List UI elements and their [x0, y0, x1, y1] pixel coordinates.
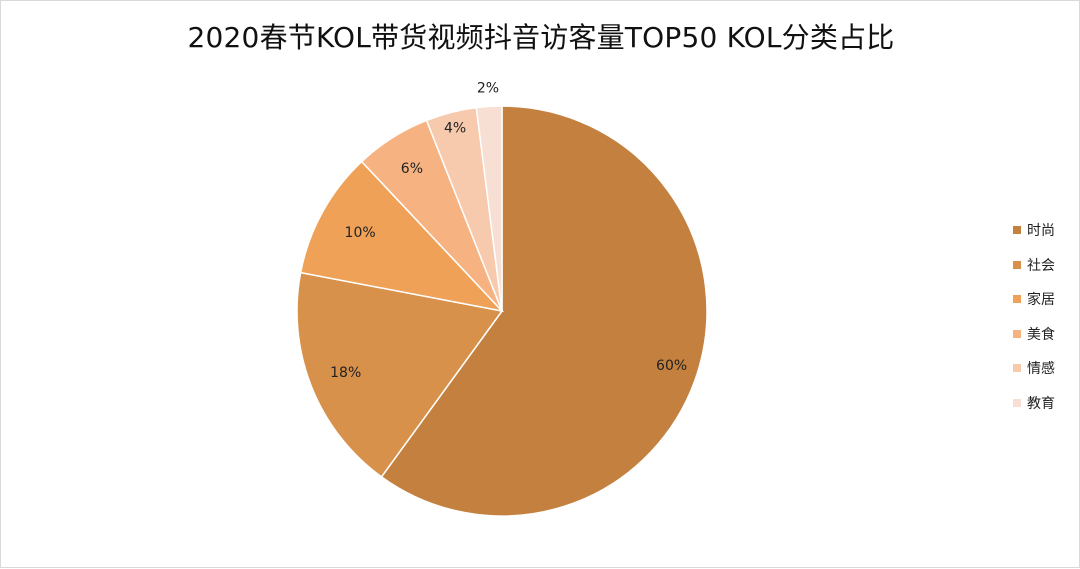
legend-item-jiaju: 家居	[1013, 282, 1079, 317]
legend-label: 情感	[1027, 361, 1055, 378]
legend-label: 教育	[1027, 395, 1055, 412]
legend-swatch	[1013, 260, 1021, 269]
pie-labels: 60% 18% 10% 6% 4% 2%	[330, 80, 687, 381]
legend-swatch	[1013, 364, 1021, 373]
slice-label: 6%	[401, 161, 423, 177]
slice-label: 18%	[330, 365, 361, 381]
legend-swatch	[1013, 329, 1021, 338]
legend-label: 家居	[1027, 292, 1055, 309]
slice-label: 10%	[345, 225, 376, 241]
slice-label: 4%	[444, 120, 466, 136]
slice-label: 60%	[656, 358, 687, 374]
pie-slice	[475, 105, 503, 312]
chart-title: 2020春节KOL带货视频抖音访客量TOP50 KOL分类占比	[187, 21, 895, 54]
legend-swatch	[1013, 226, 1021, 235]
pie-slice	[299, 160, 505, 313]
legend: 时尚 社会 家居 美食 情感 教育	[1013, 213, 1079, 420]
legend-item-jiaoyu: 教育	[1013, 386, 1079, 421]
slice-label: 2%	[477, 80, 499, 96]
legend-label: 社会	[1027, 257, 1055, 274]
legend-swatch	[1013, 398, 1021, 407]
legend-swatch	[1013, 295, 1021, 304]
legend-item-shishang: 时尚	[1013, 213, 1079, 248]
pie-slice	[296, 271, 504, 478]
legend-item-qinggan: 情感	[1013, 351, 1079, 386]
legend-label: 时尚	[1027, 223, 1055, 240]
legend-item-meishi: 美食	[1013, 317, 1079, 352]
pie-slice	[380, 105, 708, 517]
legend-item-shehui: 社会	[1013, 248, 1079, 283]
legend-label: 美食	[1027, 326, 1055, 343]
pie-slices	[296, 105, 708, 517]
